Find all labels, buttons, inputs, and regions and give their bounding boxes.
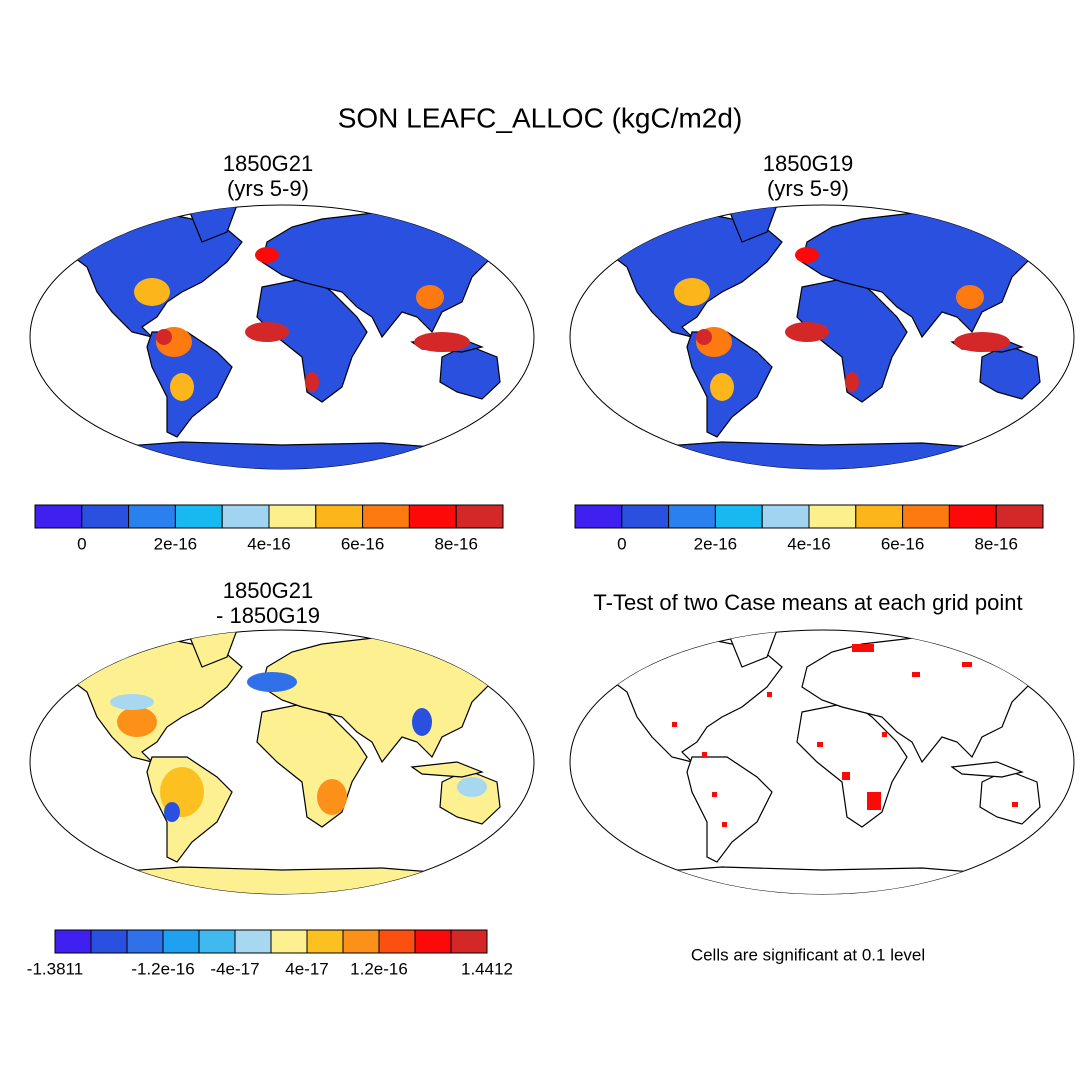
colorbar-box bbox=[668, 504, 716, 529]
colorbar-label: -1.2e-16 bbox=[131, 959, 194, 978]
colorbar-box bbox=[198, 929, 236, 954]
colorbar-label: 4e-17 bbox=[285, 959, 328, 978]
colorbar-label: 0 bbox=[77, 534, 86, 553]
colorbar-box bbox=[234, 929, 272, 954]
colorbar-label: 6e-16 bbox=[881, 534, 924, 553]
panel-title: - 1850G19 bbox=[216, 603, 320, 628]
panel-title: 1850G21 bbox=[223, 578, 314, 603]
colorbar-box bbox=[362, 504, 410, 529]
map bbox=[29, 629, 535, 895]
colorbar-box bbox=[270, 929, 308, 954]
colorbar-box bbox=[221, 504, 270, 529]
colorbar-box bbox=[342, 929, 380, 954]
map bbox=[569, 629, 1075, 895]
colorbar-box bbox=[995, 504, 1044, 529]
colorbar-box bbox=[761, 504, 810, 529]
panel-title: (yrs 5-9) bbox=[767, 176, 849, 201]
panel-title: T-Test of two Case means at each grid po… bbox=[593, 590, 1022, 615]
panel-title: (yrs 5-9) bbox=[227, 176, 309, 201]
colorbar-box bbox=[808, 504, 857, 529]
colorbar-box bbox=[128, 504, 176, 529]
colorbar-box bbox=[455, 504, 504, 529]
colorbar-label: 4e-16 bbox=[787, 534, 830, 553]
colorbar-box bbox=[315, 504, 364, 529]
colorbar-box bbox=[574, 504, 623, 529]
colorbar-box bbox=[174, 504, 223, 529]
colorbar-box bbox=[714, 504, 763, 529]
colorbar-box bbox=[162, 929, 200, 954]
colorbar-label: 1.4412 bbox=[461, 959, 513, 978]
map bbox=[569, 204, 1075, 470]
colorbar-box bbox=[54, 929, 92, 954]
map bbox=[29, 204, 535, 470]
colorbar-box bbox=[126, 929, 164, 954]
colorbar-box bbox=[621, 504, 670, 529]
figure-title: SON LEAFC_ALLOC (kgC/m2d) bbox=[338, 102, 743, 133]
colorbar-label: -4e-17 bbox=[210, 959, 259, 978]
colorbar-box bbox=[306, 929, 344, 954]
colorbar-box bbox=[450, 929, 488, 954]
colorbar-label: 2e-16 bbox=[694, 534, 737, 553]
colorbar-box bbox=[34, 504, 83, 529]
colorbar-label: 2e-16 bbox=[154, 534, 197, 553]
colorbar-label: 4e-16 bbox=[247, 534, 290, 553]
colorbar-box bbox=[90, 929, 128, 954]
colorbar-label: 8e-16 bbox=[974, 534, 1017, 553]
panel-title: 1850G21 bbox=[223, 151, 314, 176]
colorbar-label: 8e-16 bbox=[434, 534, 477, 553]
panel-note: Cells are significant at 0.1 level bbox=[691, 945, 925, 964]
colorbar-label: -1.3811 bbox=[27, 959, 83, 978]
colorbar-box bbox=[378, 929, 416, 954]
colorbar-box bbox=[414, 929, 452, 954]
colorbar-box bbox=[902, 504, 950, 529]
colorbar-box bbox=[408, 504, 457, 529]
colorbar-box bbox=[268, 504, 317, 529]
colorbar-box bbox=[948, 504, 997, 529]
colorbar-label: 6e-16 bbox=[341, 534, 384, 553]
colorbar-label: 0 bbox=[617, 534, 626, 553]
panel-title: 1850G19 bbox=[763, 151, 854, 176]
colorbar-label: 1.2e-16 bbox=[350, 959, 408, 978]
colorbar-box bbox=[81, 504, 130, 529]
colorbar-box bbox=[855, 504, 904, 529]
